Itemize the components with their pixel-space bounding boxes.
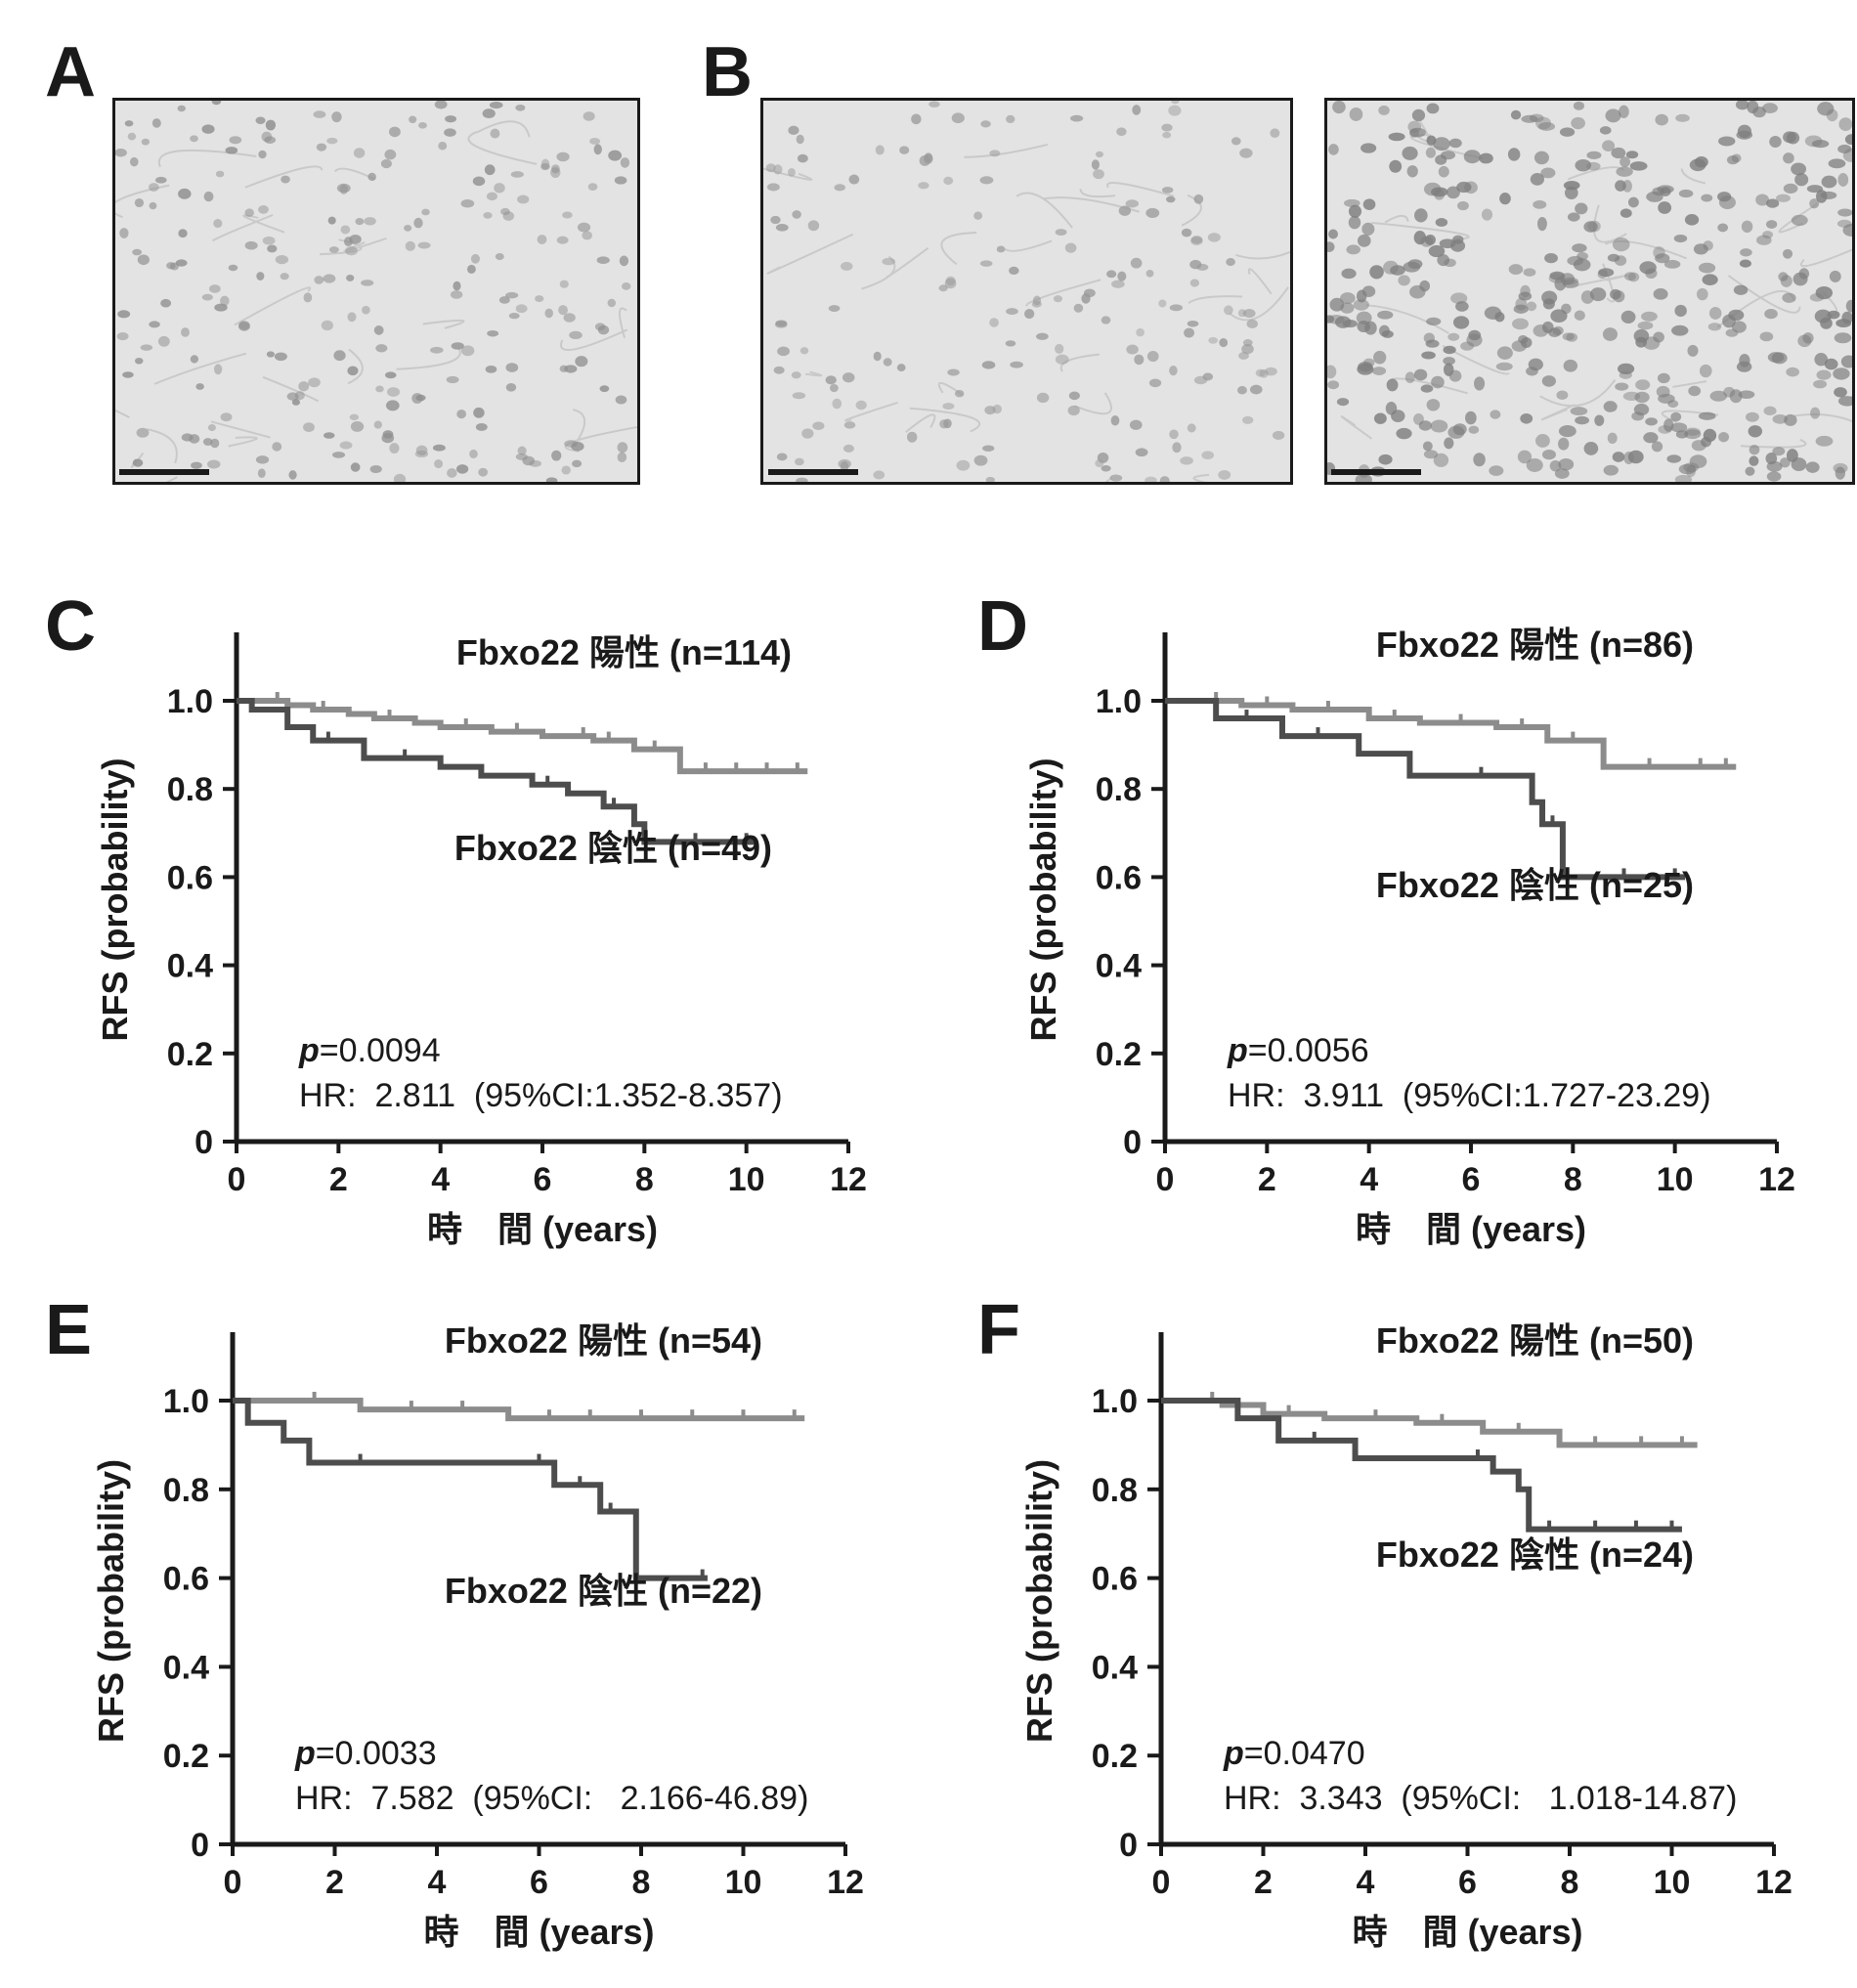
y-tick-label: 0.2 bbox=[167, 1036, 213, 1073]
x-tick-label: 4 bbox=[431, 1161, 450, 1198]
x-tick-label: 2 bbox=[329, 1161, 348, 1198]
p-value-text: p=0.0094 bbox=[298, 1032, 441, 1069]
y-axis-label: RFS (probability) bbox=[1019, 1459, 1059, 1743]
series-label-negative: Fbxo22 陰性 (n=22) bbox=[445, 1571, 762, 1611]
y-tick-label: 0.6 bbox=[167, 859, 213, 896]
x-axis-label: 時 間 (years) bbox=[423, 1912, 654, 1952]
y-tick-label: 0.8 bbox=[167, 771, 213, 808]
x-tick-label: 2 bbox=[1258, 1161, 1276, 1198]
x-tick-label: 10 bbox=[725, 1864, 762, 1901]
y-tick-label: 1.0 bbox=[1096, 683, 1142, 720]
x-tick-label: 2 bbox=[325, 1864, 344, 1901]
y-tick-label: 0.2 bbox=[163, 1738, 209, 1775]
hazard-ratio-text: HR: 3.343 (95%CI: 1.018-14.87) bbox=[1224, 1780, 1737, 1817]
series-label-negative: Fbxo22 陰性 (n=24) bbox=[1376, 1534, 1694, 1575]
series-line-positive bbox=[233, 1401, 804, 1418]
x-tick-label: 12 bbox=[827, 1864, 864, 1901]
x-tick-label: 12 bbox=[830, 1161, 867, 1198]
y-tick-label: 0 bbox=[191, 1827, 209, 1864]
y-axis-label: RFS (probability) bbox=[1023, 758, 1063, 1042]
y-tick-label: 0.4 bbox=[167, 948, 213, 985]
x-tick-label: 6 bbox=[1462, 1161, 1481, 1198]
km-chart-f: 0 2 4 6 8 10 12 0 0.2 0.4 0.6 0.8 1.0 時 間 (years) RFS … bbox=[1019, 1320, 1792, 1952]
x-tick-label: 10 bbox=[1654, 1864, 1691, 1901]
series-line-negative bbox=[1165, 701, 1685, 877]
hazard-ratio-text: HR: 3.911 (95%CI:1.727-23.29) bbox=[1228, 1077, 1711, 1114]
y-tick-label: 0.4 bbox=[1092, 1649, 1138, 1686]
x-axis-label: 時 間 (years) bbox=[1356, 1209, 1586, 1249]
x-tick-label: 10 bbox=[728, 1161, 765, 1198]
series-line-positive bbox=[1161, 1401, 1698, 1445]
x-tick-label: 8 bbox=[1561, 1864, 1579, 1901]
km-chart-e: 0 2 4 6 8 10 12 0 0.2 0.4 0.6 0.8 1.0 時 間 (years) RFS … bbox=[91, 1320, 864, 1952]
y-tick-label: 0 bbox=[194, 1124, 213, 1161]
x-tick-label: 0 bbox=[1152, 1864, 1171, 1901]
x-tick-label: 8 bbox=[1564, 1161, 1582, 1198]
x-tick-label: 0 bbox=[224, 1864, 242, 1901]
y-tick-label: 0.6 bbox=[1096, 859, 1142, 896]
x-tick-label: 12 bbox=[1755, 1864, 1792, 1901]
x-tick-label: 0 bbox=[1156, 1161, 1175, 1198]
y-axis-label: RFS (probability) bbox=[91, 1459, 131, 1743]
x-tick-label: 10 bbox=[1657, 1161, 1694, 1198]
y-tick-label: 1.0 bbox=[163, 1383, 209, 1420]
series-label-negative: Fbxo22 陰性 (n=49) bbox=[454, 828, 772, 868]
y-tick-label: 0.4 bbox=[1096, 948, 1142, 985]
x-tick-label: 8 bbox=[635, 1161, 654, 1198]
hazard-ratio-text: HR: 2.811 (95%CI:1.352-8.357) bbox=[299, 1077, 783, 1114]
y-tick-label: 0.4 bbox=[163, 1649, 209, 1686]
x-tick-label: 4 bbox=[428, 1864, 447, 1901]
x-tick-label: 6 bbox=[534, 1161, 552, 1198]
p-value-text: p=0.0470 bbox=[1223, 1735, 1365, 1772]
series-label-positive: Fbxo22 陽性 (n=114) bbox=[456, 632, 792, 672]
y-tick-label: 0.8 bbox=[1096, 771, 1142, 808]
series-label-negative: Fbxo22 陰性 (n=25) bbox=[1376, 865, 1694, 905]
x-tick-label: 12 bbox=[1758, 1161, 1795, 1198]
x-tick-label: 4 bbox=[1357, 1864, 1375, 1901]
series-label-positive: Fbxo22 陽性 (n=86) bbox=[1376, 625, 1694, 665]
series-label-positive: Fbxo22 陽性 (n=54) bbox=[445, 1320, 762, 1361]
hazard-ratio-text: HR: 7.582 (95%CI: 2.166-46.89) bbox=[295, 1780, 808, 1817]
series-label-positive: Fbxo22 陽性 (n=50) bbox=[1376, 1320, 1694, 1361]
y-tick-label: 0.2 bbox=[1092, 1738, 1138, 1775]
series-line-negative bbox=[233, 1401, 708, 1578]
y-tick-label: 0.2 bbox=[1096, 1036, 1142, 1073]
x-axis-label: 時 間 (years) bbox=[1352, 1912, 1582, 1952]
y-tick-label: 1.0 bbox=[1092, 1383, 1138, 1420]
km-chart-d: 0 2 4 6 8 10 12 0 0.2 0.4 0.6 0.8 1.0 時 間 (years) RFS … bbox=[1023, 625, 1795, 1249]
y-tick-label: 0 bbox=[1119, 1827, 1138, 1864]
y-axis-label: RFS (probability) bbox=[95, 758, 135, 1042]
x-tick-label: 6 bbox=[530, 1864, 548, 1901]
series-line-positive bbox=[1165, 701, 1736, 767]
y-tick-label: 0.6 bbox=[1092, 1561, 1138, 1598]
x-tick-label: 4 bbox=[1360, 1161, 1378, 1198]
km-chart-c: 0 2 4 6 8 10 12 0 0.2 0.4 0.6 0.8 1.0 時 間 (years) RFS … bbox=[95, 632, 867, 1249]
y-tick-label: 0 bbox=[1123, 1124, 1142, 1161]
p-value-text: p=0.0033 bbox=[294, 1735, 437, 1772]
y-tick-label: 0.8 bbox=[163, 1472, 209, 1509]
y-tick-label: 0.6 bbox=[163, 1561, 209, 1598]
x-tick-label: 6 bbox=[1458, 1864, 1477, 1901]
p-value-text: p=0.0056 bbox=[1227, 1032, 1369, 1069]
x-tick-label: 0 bbox=[228, 1161, 246, 1198]
x-tick-label: 2 bbox=[1254, 1864, 1273, 1901]
y-tick-label: 0.8 bbox=[1092, 1472, 1138, 1509]
x-axis-label: 時 間 (years) bbox=[427, 1209, 658, 1249]
x-tick-label: 8 bbox=[632, 1864, 651, 1901]
y-tick-label: 1.0 bbox=[167, 683, 213, 720]
